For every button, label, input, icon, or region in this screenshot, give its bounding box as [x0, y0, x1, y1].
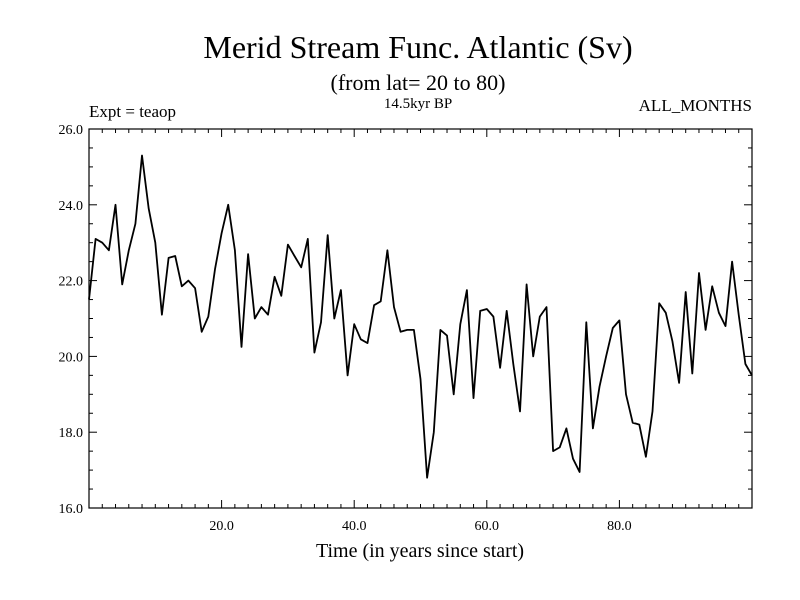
plot-frame: [88, 128, 753, 509]
experiment-label: Expt = teaop: [89, 102, 176, 121]
x-axis: 20.0 40.0 60.0 80.0: [101, 129, 740, 534]
period-label: 14.5kyr BP: [384, 96, 452, 112]
months-label: ALL_MONTHS: [639, 96, 752, 115]
series-layer: [88, 154, 753, 479]
y-tick-label: 26.0: [59, 123, 84, 138]
x-axis-label: Time (in years since start): [316, 540, 524, 562]
x-tick-label: 80.0: [607, 519, 632, 534]
y-tick-label: 24.0: [59, 199, 84, 214]
y-tick-label: 20.0: [59, 350, 84, 365]
series-line: [88, 154, 753, 479]
y-tick-label: 22.0: [59, 275, 84, 290]
y-tick-label: 18.0: [59, 426, 84, 441]
chart-title: Merid Stream Func. Atlantic (Sv): [203, 29, 632, 65]
plot-area: [88, 128, 753, 509]
y-tick-label: 16.0: [59, 502, 84, 517]
x-tick-label: 60.0: [475, 519, 500, 534]
x-tick-label: 20.0: [209, 519, 234, 534]
x-tick-label: 40.0: [342, 519, 367, 534]
y-axis: 16.0 18.0 20.0 22.0 24.0 26.0: [59, 123, 752, 517]
chart-subtitle: (from lat= 20 to 80): [331, 70, 506, 95]
